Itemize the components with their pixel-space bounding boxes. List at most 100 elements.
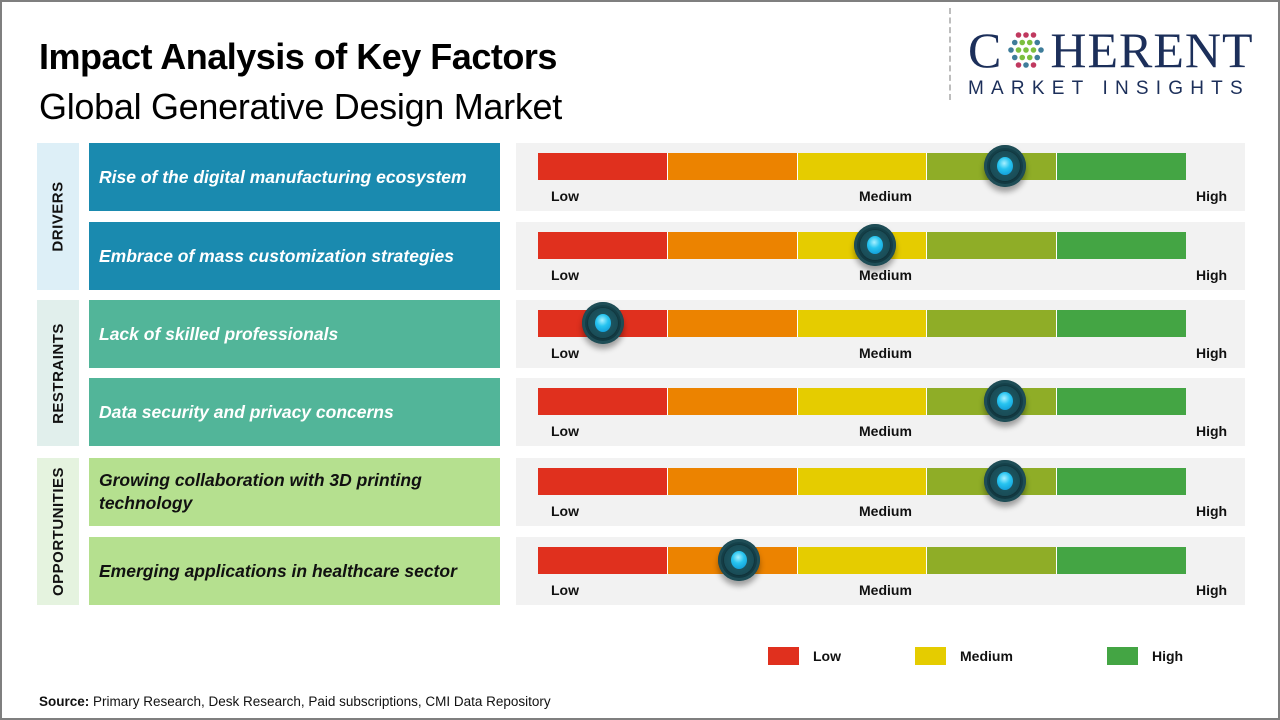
category-label-text: OPPORTUNITIES	[49, 466, 67, 597]
globe-dot	[1008, 47, 1015, 53]
impact-indicator-knob	[853, 224, 896, 266]
globe-dot	[1012, 39, 1018, 46]
globe-dot	[1034, 39, 1041, 46]
globe-dot	[1016, 62, 1022, 68]
impact-gauge: Low Medium High	[516, 222, 1245, 290]
globe-dot	[1019, 54, 1026, 61]
category-label-text: DRIVERS	[49, 181, 67, 252]
category-label-opportunities: OPPORTUNITIES	[37, 458, 79, 605]
scale-label-medium: Medium	[859, 267, 912, 283]
globe-dot	[1019, 39, 1026, 46]
factor-label: Rise of the digital manufacturing ecosys…	[89, 143, 500, 211]
impact-indicator-knob	[983, 460, 1026, 502]
scale-label-high: High	[1196, 582, 1228, 598]
scale-label-medium: Medium	[859, 345, 912, 361]
impact-scale-bar	[538, 468, 1186, 495]
scale-segment-1	[538, 232, 668, 259]
globe-dot	[1031, 32, 1037, 38]
company-logo: C HERENT MARKET INSIGHTS	[968, 22, 1260, 100]
chart-title: Impact Analysis of Key Factors	[39, 36, 557, 77]
globe-dots-icon	[1008, 32, 1045, 68]
legend-label: Low	[813, 648, 841, 664]
scale-segment-2	[667, 468, 798, 495]
category-label-drivers: DRIVERS	[37, 143, 79, 290]
legend-item-high: High	[1107, 647, 1183, 665]
impact-scale-bar	[538, 547, 1186, 574]
scale-segment-3	[797, 310, 928, 337]
scale-label-low: Low	[551, 423, 579, 439]
globe-dot	[1016, 47, 1022, 53]
legend-swatch	[915, 647, 946, 665]
scale-label-high: High	[1196, 503, 1228, 519]
globe-dot	[1023, 32, 1030, 38]
source-note: Source: Primary Research, Desk Research,…	[39, 694, 551, 709]
legend-item-low: Low	[768, 647, 841, 665]
globe-dot	[1012, 54, 1018, 61]
scale-label-low: Low	[551, 345, 579, 361]
source-label: Source:	[39, 694, 90, 709]
legend-label: High	[1152, 648, 1184, 664]
globe-dot	[1038, 47, 1045, 53]
scale-segment-2	[667, 310, 798, 337]
globe-dot	[1031, 62, 1037, 68]
impact-gauge: Low Medium High	[516, 378, 1245, 446]
scale-segment-3	[797, 388, 928, 415]
scale-segment-2	[667, 232, 798, 259]
category-label-text: RESTRAINTS	[49, 322, 67, 424]
scale-label-high: High	[1196, 423, 1228, 439]
impact-scale-bar	[538, 232, 1186, 259]
scale-segment-4	[927, 547, 1058, 574]
globe-dot	[1034, 54, 1041, 61]
scale-label-high: High	[1196, 267, 1228, 283]
logo-brand-suffix: HERENT	[1050, 22, 1254, 78]
factor-label: Embrace of mass customization strategies	[89, 222, 500, 290]
globe-dot	[1016, 32, 1022, 38]
scale-segment-2	[667, 388, 798, 415]
legend-label: Medium	[960, 648, 1013, 664]
logo-brand-prefix: C	[968, 22, 1003, 78]
impact-scale-bar	[538, 388, 1186, 415]
impact-indicator-knob	[983, 380, 1026, 422]
factor-label: Growing collaboration with 3D printing t…	[89, 458, 500, 526]
globe-dot	[1027, 39, 1033, 46]
factor-label: Data security and privacy concerns	[89, 378, 500, 446]
scale-label-medium: Medium	[859, 503, 912, 519]
category-label-restraints: RESTRAINTS	[37, 300, 79, 446]
scale-segment-5	[1057, 468, 1186, 495]
impact-gauge: Low Medium High	[516, 143, 1245, 211]
scale-segment-1	[538, 547, 668, 574]
scale-segment-5	[1057, 547, 1186, 574]
globe-dot	[1023, 62, 1030, 68]
impact-gauge: Low Medium High	[516, 537, 1245, 605]
scale-segment-4	[927, 310, 1058, 337]
legend-swatch	[768, 647, 799, 665]
scale-segment-5	[1057, 232, 1186, 259]
impact-scale-bar	[538, 153, 1186, 180]
impact-scale-bar	[538, 310, 1186, 337]
globe-dot	[1031, 47, 1037, 53]
scale-segment-5	[1057, 153, 1186, 180]
scale-label-high: High	[1196, 188, 1228, 204]
source-text: Primary Research, Desk Research, Paid su…	[89, 694, 551, 709]
scale-label-medium: Medium	[859, 423, 912, 439]
legend-item-medium: Medium	[915, 647, 1013, 665]
impact-gauge: Low Medium High	[516, 458, 1245, 526]
impact-indicator-knob	[983, 145, 1026, 187]
scale-label-medium: Medium	[859, 582, 912, 598]
scale-label-low: Low	[551, 267, 579, 283]
scale-label-medium: Medium	[859, 188, 912, 204]
scale-segment-2	[667, 153, 798, 180]
scale-label-low: Low	[551, 582, 579, 598]
globe-dot	[1023, 47, 1030, 53]
scale-segment-5	[1057, 310, 1186, 337]
legend-swatch	[1107, 647, 1138, 665]
factor-label: Emerging applications in healthcare sect…	[89, 537, 500, 605]
scale-segment-4	[927, 232, 1058, 259]
scale-segment-3	[797, 468, 928, 495]
scale-segment-3	[797, 547, 928, 574]
logo-tagline: MARKET INSIGHTS	[968, 78, 1250, 99]
scale-segment-1	[538, 153, 668, 180]
scale-label-high: High	[1196, 345, 1228, 361]
scale-segment-3	[797, 153, 928, 180]
